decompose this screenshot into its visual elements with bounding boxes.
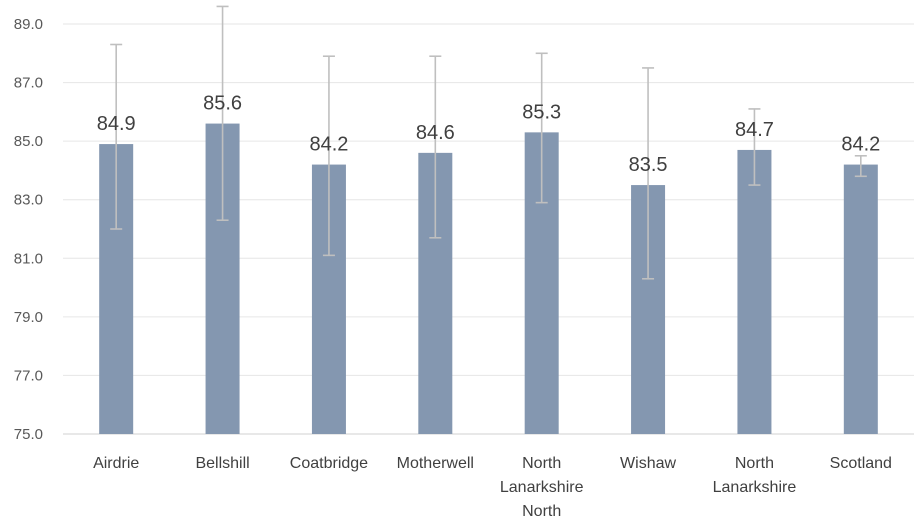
category-label: Coatbridge — [290, 455, 368, 472]
data-label: 84.9 — [97, 113, 136, 135]
error-bar — [535, 52, 548, 204]
data-label: 84.2 — [841, 134, 880, 156]
error-bar — [216, 5, 229, 222]
category-labels: Airdrie Bellshill Coatbridge Motherwell Nort… — [93, 455, 892, 520]
category-label: North Lanarkshire — [713, 455, 797, 496]
bar — [737, 149, 772, 434]
category-label: Scotland — [830, 455, 892, 472]
data-labels: 84.9 85.6 84.2 84.6 85.3 83.5 84.7 84.2 — [97, 93, 881, 177]
error-bars — [110, 5, 867, 280]
y-tick-label: 75.0 — [14, 426, 43, 443]
y-tick-label: 81.0 — [14, 250, 43, 267]
error-bar — [748, 108, 761, 186]
data-label: 85.3 — [522, 101, 561, 123]
bars — [99, 123, 878, 435]
category-label: Airdrie — [93, 455, 139, 472]
y-tick-label: 85.0 — [14, 133, 43, 150]
error-bar — [322, 55, 335, 257]
category-label: Bellshill — [195, 455, 249, 472]
category-label: Motherwell — [397, 455, 474, 472]
gridlines — [63, 23, 914, 435]
category-label: North Lanarkshire North — [500, 455, 584, 520]
y-tick-label: 89.0 — [14, 16, 43, 33]
bar — [843, 164, 878, 435]
data-label: 85.6 — [203, 93, 242, 115]
y-tick-label: 87.0 — [14, 75, 43, 92]
error-bar — [642, 67, 655, 280]
data-label: 84.6 — [416, 122, 455, 144]
y-tick-label: 77.0 — [14, 367, 43, 384]
error-bar — [854, 154, 867, 178]
error-bar — [110, 43, 123, 230]
y-axis-tick-labels: 75.0 77.0 79.0 81.0 83.0 85.0 87.0 89.0 — [14, 16, 43, 443]
y-tick-label: 83.0 — [14, 192, 43, 209]
y-tick-label: 79.0 — [14, 309, 43, 326]
data-label: 83.5 — [629, 154, 668, 176]
category-label: Wishaw — [620, 455, 676, 472]
data-label: 84.2 — [309, 134, 348, 156]
data-label: 84.7 — [735, 119, 774, 141]
error-bar — [429, 55, 442, 239]
